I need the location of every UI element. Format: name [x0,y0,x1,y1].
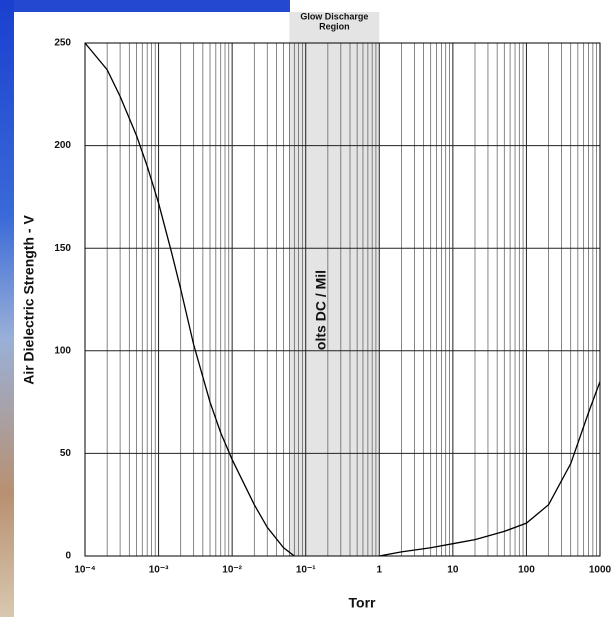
y-tick-label: 150 [54,243,71,254]
data-line [84,42,295,557]
x-axis-title: Torr [349,595,377,611]
region-label: Glow Discharge [300,11,368,21]
y-tick-label: 250 [54,38,71,49]
y-tick-label: 0 [65,551,71,562]
y-tick-label: 200 [54,140,71,151]
region-label: Region [319,21,350,31]
plot-frame [84,42,601,557]
background-strip [0,0,290,12]
annotation: olts DC / Mil [313,270,329,350]
shaded-region [289,12,380,556]
x-tick-label: 10⁻³ [149,565,169,576]
y-tick-label: 50 [60,448,72,459]
x-tick-label: 1000 [589,565,612,576]
x-tick-label: 10⁻⁴ [74,565,95,576]
x-tick-label: 10⁻¹ [296,565,316,576]
x-tick-label: 100 [518,565,535,576]
x-tick-label: 10⁻² [222,565,242,576]
data-line [379,381,601,557]
y-tick-label: 100 [54,345,71,356]
y-axis-title: Air Dielectric Strength - V [21,215,37,385]
x-tick-label: 1 [377,565,383,576]
background-strip [0,0,14,617]
x-tick-label: 10 [447,565,459,576]
